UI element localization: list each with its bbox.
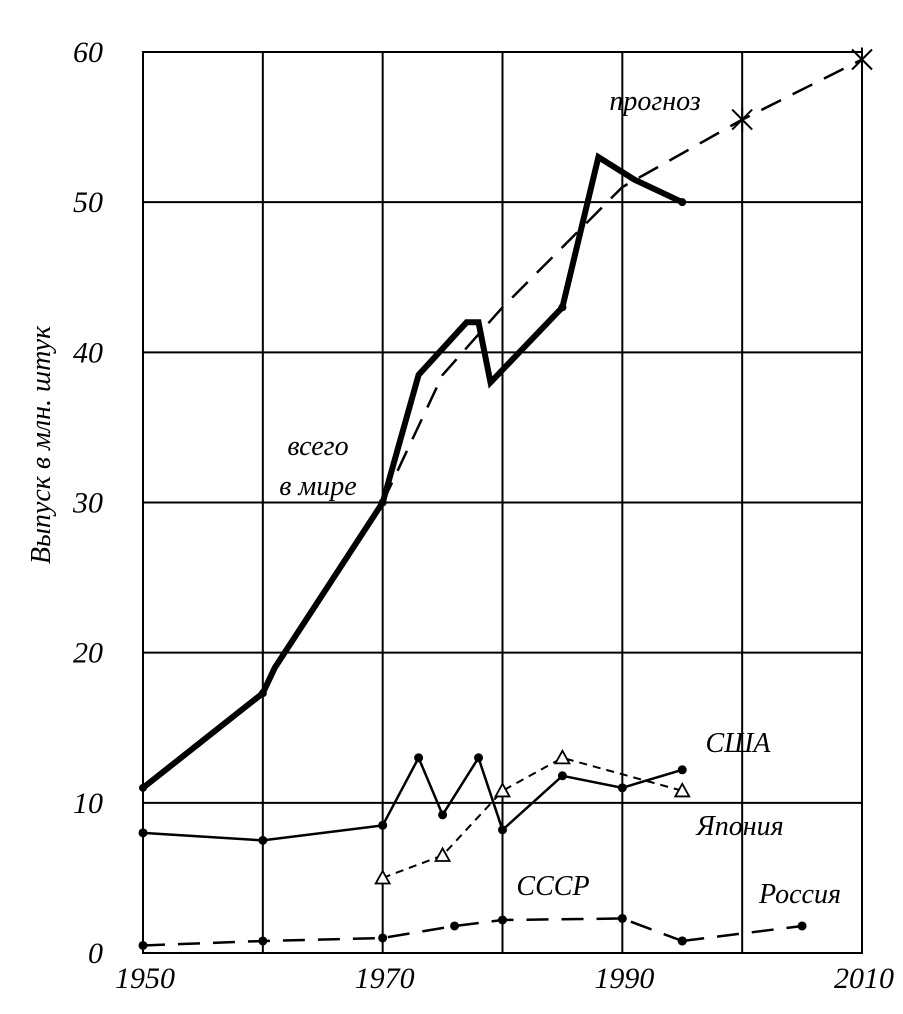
forecast-star-marker [851, 47, 873, 72]
series-line-3 [382, 756, 683, 879]
series-line-4 [142, 917, 683, 947]
y-tick-label: 60 [73, 36, 103, 69]
annotation-world-line1: всего [287, 431, 348, 462]
data-point [258, 835, 268, 845]
y-axis-label: Выпуск в млн. штук [26, 325, 57, 564]
markers-group [138, 47, 873, 950]
annotation-russia: Россия [758, 879, 841, 910]
data-point [617, 783, 627, 793]
forecast-star-marker [731, 107, 753, 132]
annotation-ussr: СССР [516, 871, 589, 902]
annotation-usa: США [706, 728, 772, 759]
y-tick-label: 0 [88, 937, 103, 970]
x-tick-label: 1970 [355, 962, 415, 995]
world-data-point [558, 303, 567, 312]
world-data-point [678, 198, 687, 207]
world-data-point [378, 498, 387, 507]
data-point [617, 913, 627, 923]
data-point [474, 753, 484, 763]
data-point [498, 825, 507, 835]
data-point [438, 810, 448, 820]
series-line-2 [142, 754, 683, 842]
data-point [797, 921, 807, 931]
x-tick-label: 2010 [834, 962, 894, 995]
data-point [498, 915, 507, 925]
data-point [378, 933, 388, 943]
data-point [677, 936, 687, 946]
world-data-point [139, 783, 147, 792]
data-point [258, 936, 268, 946]
x-tick-label: 1990 [594, 962, 654, 995]
y-tick-label: 30 [72, 487, 103, 520]
y-tick-label: 20 [73, 637, 103, 670]
grid [142, 51, 863, 954]
data-point [138, 828, 148, 838]
data-point-triangle [493, 781, 512, 798]
data-point-triangle [553, 748, 571, 765]
data-point [414, 753, 424, 763]
world-data-point [258, 689, 267, 698]
annotation-forecast: прогноз [609, 86, 700, 117]
data-point [557, 771, 567, 781]
y-tick-label: 50 [73, 186, 103, 219]
x-tick-label: 1950 [115, 962, 175, 995]
data-point-triangle [673, 781, 691, 798]
annotation-japan: Япония [695, 811, 783, 842]
series-line-5 [682, 924, 803, 943]
data-point [138, 940, 148, 950]
tick-labels: 0 10 20 30 40 50 60 1950 1970 1990 2010 [72, 36, 894, 995]
data-point-triangle [374, 869, 392, 885]
data-point [378, 820, 388, 830]
y-tick-label: 40 [73, 336, 103, 369]
annotation-world-line2: в мире [279, 471, 356, 502]
y-tick-label: 10 [73, 787, 103, 820]
data-point [677, 765, 687, 775]
data-point-triangle [434, 846, 452, 862]
series-line-0 [141, 152, 684, 791]
data-point [450, 921, 460, 931]
